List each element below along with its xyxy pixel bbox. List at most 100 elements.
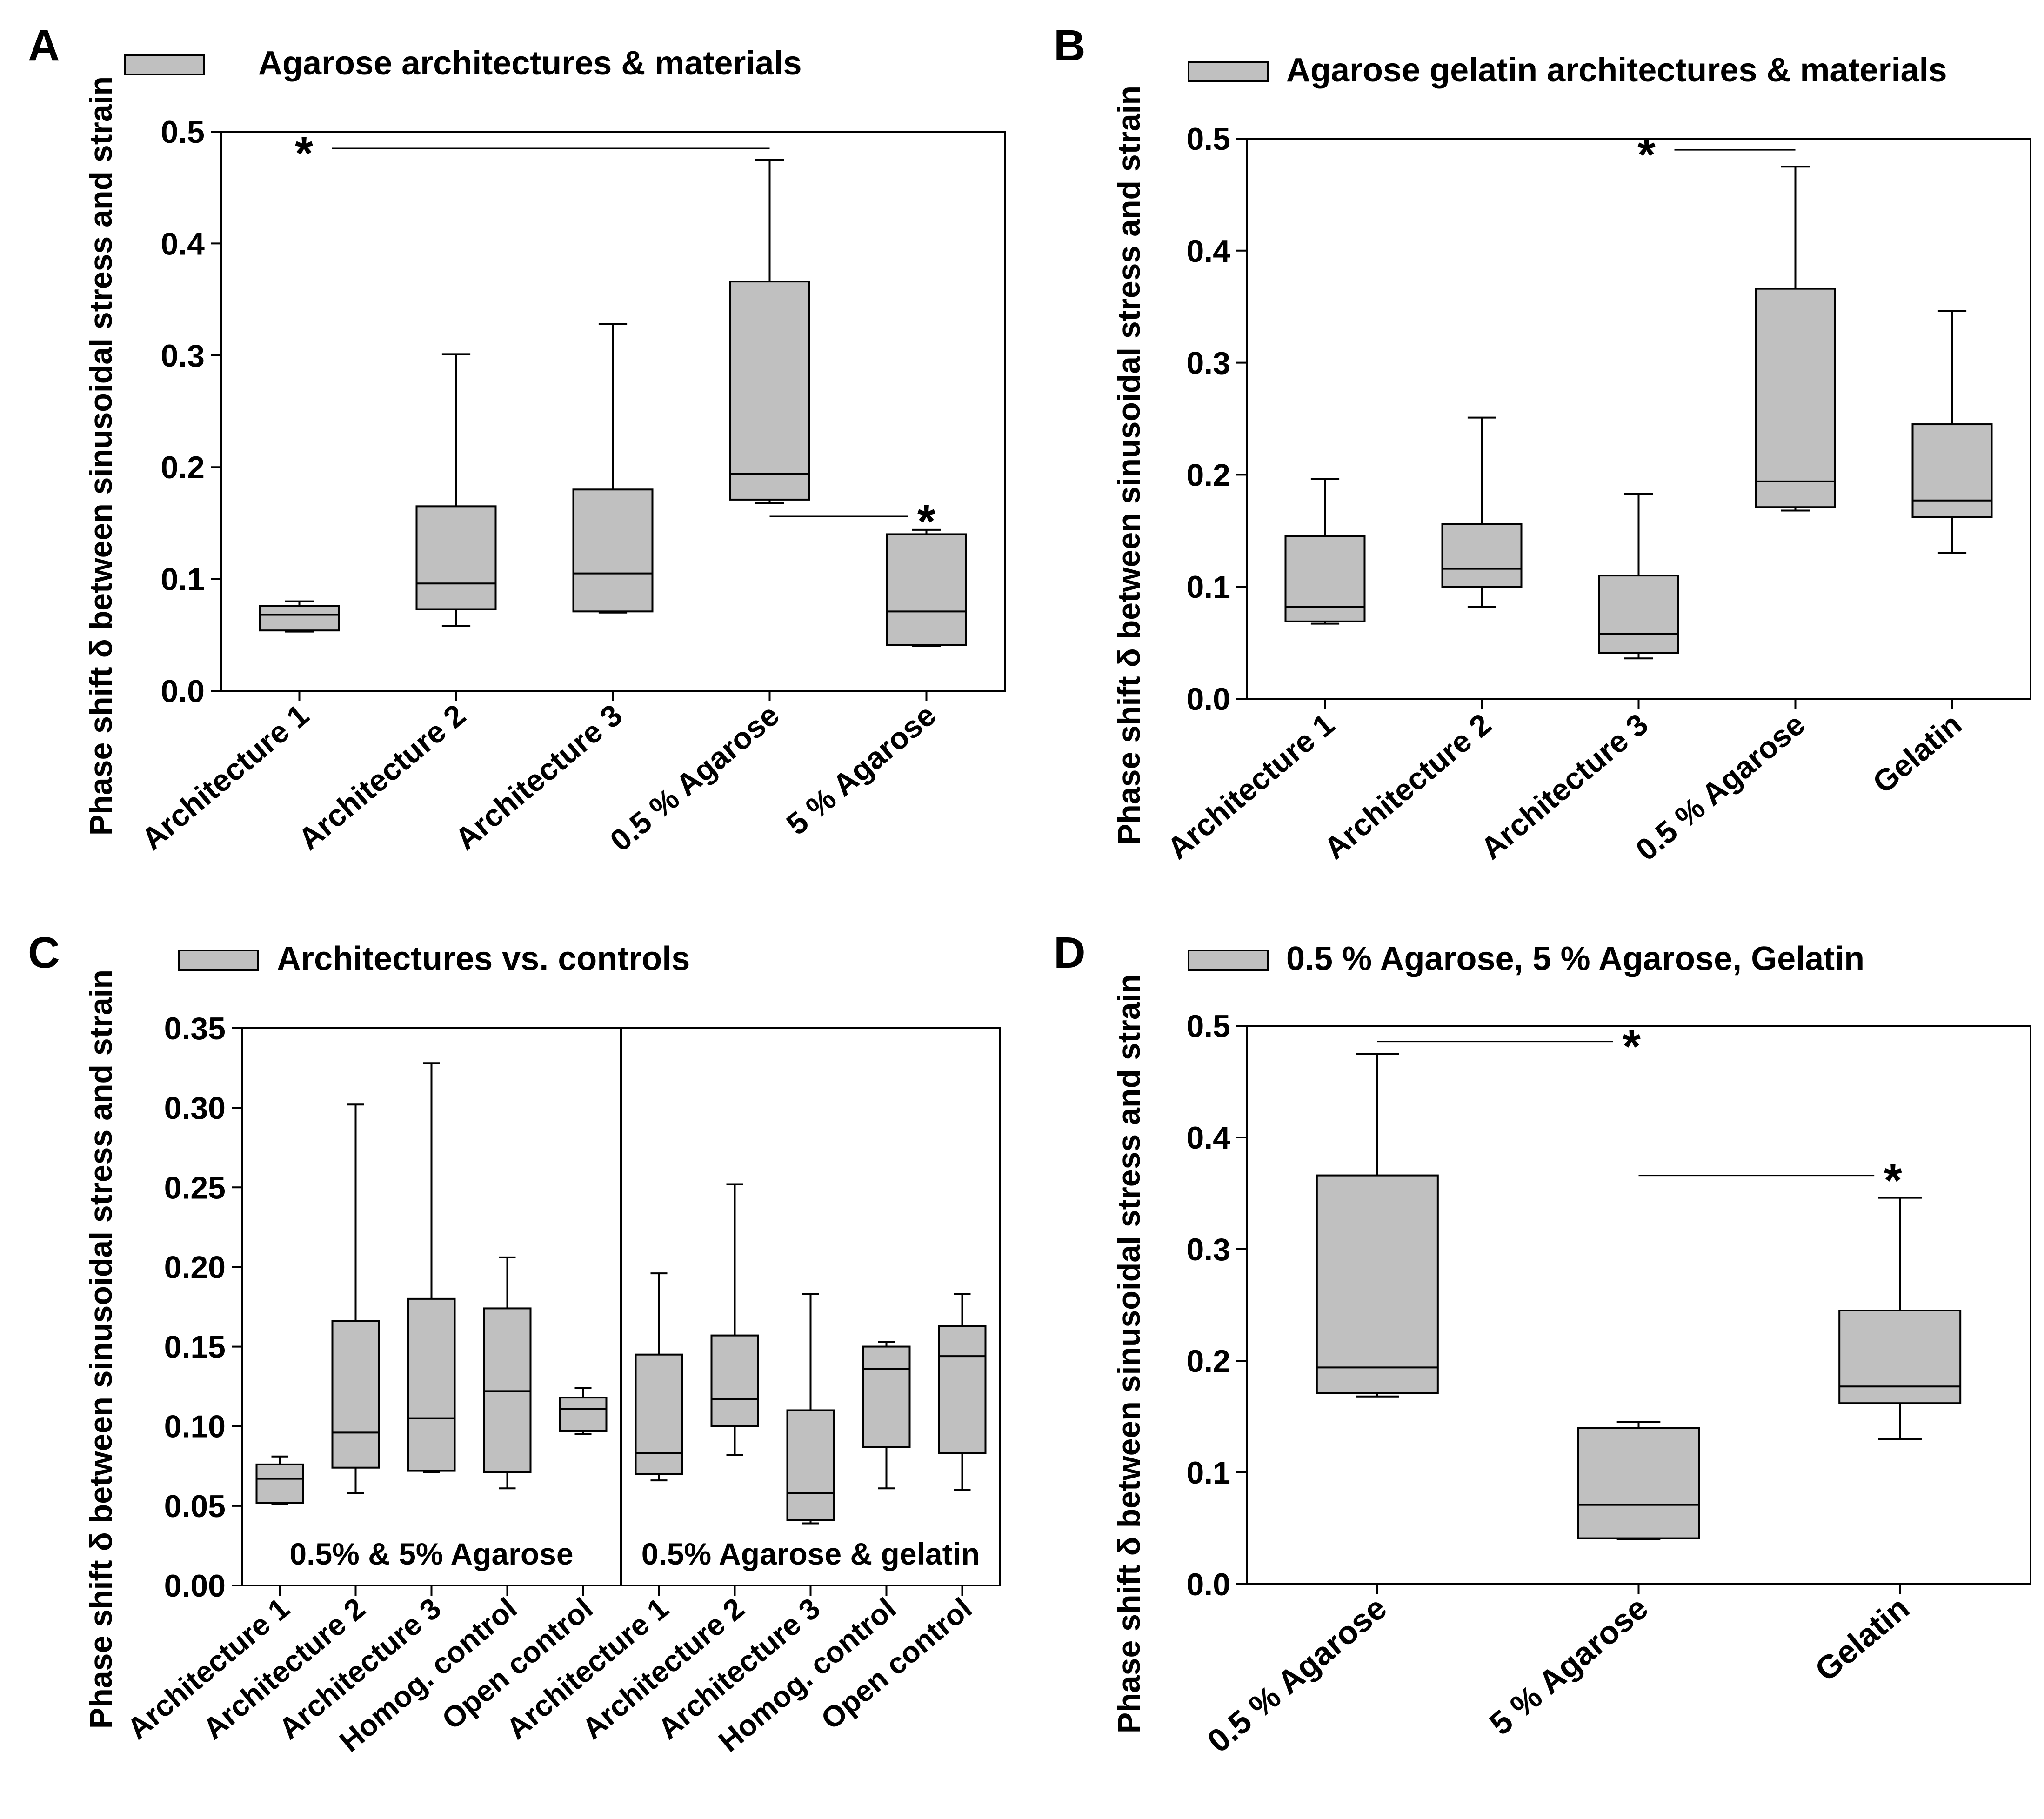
y-tick-label: 0.4 [160, 226, 205, 261]
box-iqr [1577, 1427, 1700, 1539]
y-axis-label: Phase shift δ between sinusoidal stress … [83, 970, 119, 1729]
group-label: 0.5% Agarose & gelatin [641, 1537, 980, 1571]
x-tick-label: Architecture 2 [292, 697, 472, 856]
x-tick-label: 0.5 % Agarose [603, 697, 785, 858]
significance-marker: * [1638, 1155, 1902, 1207]
box-plot [572, 323, 654, 614]
box-iqr [572, 488, 654, 613]
box-plot [938, 1293, 987, 1491]
box-iqr [1441, 523, 1523, 588]
box-iqr [710, 1334, 759, 1427]
box-plot [786, 1293, 835, 1525]
box-plot [331, 1103, 380, 1494]
significance-star: * [1623, 1021, 1641, 1073]
y-axis-label: Phase shift δ between sinusoidal stress … [83, 76, 119, 836]
x-tick-label: Gelatin [1808, 1590, 1916, 1688]
y-tick-label: 0.35 [164, 1011, 226, 1046]
y-tick-label: 0.5 [1186, 1009, 1230, 1044]
legend-swatch [124, 54, 205, 75]
box-plot [415, 353, 497, 627]
box-plot [635, 1272, 683, 1482]
x-tick-label: 0.5 % Agarose [1201, 1590, 1394, 1760]
box-plot [886, 528, 967, 647]
legend-swatch [1188, 950, 1269, 971]
box-iqr [1838, 1310, 1962, 1404]
y-tick-label: 0.00 [164, 1568, 226, 1604]
group-label: 0.5% & 5% Agarose [289, 1537, 573, 1571]
box-plot [259, 600, 340, 633]
y-tick-label: 0.5 [160, 114, 205, 150]
box-iqr [938, 1325, 987, 1454]
x-tick-label: Architecture 3 [1474, 707, 1655, 866]
legend-label: Agarose gelatin architectures & material… [1286, 52, 1947, 89]
y-tick-label: 0.4 [1186, 234, 1230, 269]
y-tick-label: 0.3 [160, 338, 205, 374]
significance-star: * [1884, 1155, 1902, 1207]
box-iqr [1755, 288, 1836, 508]
x-tick-label: Architecture 3 [448, 697, 629, 856]
box-plot [1838, 1197, 1962, 1440]
box-plot [559, 1387, 608, 1435]
y-tick-label: 0.1 [160, 562, 205, 597]
x-tick-label: Architecture 1 [1161, 707, 1341, 866]
legend-label: 0.5 % Agarose, 5 % Agarose, Gelatin [1286, 940, 1864, 977]
panel-d: D 0.5 % Agarose, 5 % Agarose, Gelatin0.00… [1054, 928, 2031, 1759]
significance-marker: * [1637, 129, 1796, 181]
box-iqr [415, 505, 497, 610]
significance-marker: * [1377, 1021, 1641, 1073]
x-tick-label: Gelatin [1866, 707, 1968, 800]
significance-star: * [295, 127, 313, 180]
panel-letter: A [28, 21, 60, 70]
y-tick-label: 0.3 [1186, 1232, 1230, 1267]
legend-label: Agarose architectures & materials [258, 45, 802, 82]
y-tick-label: 0.1 [1186, 1455, 1230, 1491]
box-plot [255, 1455, 304, 1505]
legend-label: Architectures vs. controls [277, 940, 690, 977]
legend-swatch [1188, 61, 1269, 82]
y-tick-label: 0.2 [160, 450, 205, 485]
legend-swatch [178, 950, 259, 971]
panel-b: B Agarose gelatin architectures & materia… [1054, 21, 2031, 867]
y-tick-label: 0.3 [1186, 346, 1230, 381]
box-plot [483, 1256, 532, 1490]
box-plot [1598, 493, 1679, 660]
y-tick-label: 0.4 [1186, 1120, 1230, 1156]
box-iqr [862, 1345, 911, 1448]
box-iqr [407, 1297, 456, 1472]
y-axis-label: Phase shift δ between sinusoidal stress … [1111, 86, 1147, 845]
box-plot [1911, 310, 1993, 554]
box-plot [729, 159, 810, 504]
box-iqr [1598, 575, 1679, 654]
box-iqr [259, 605, 340, 632]
y-tick-label: 0.15 [164, 1330, 226, 1365]
box-iqr [729, 281, 810, 501]
panel-a: A Agarose architectures & materials 0.0 0.1… [28, 21, 1006, 858]
box-iqr [1911, 423, 1993, 518]
y-tick-label: 0.10 [164, 1409, 226, 1444]
box-plot [1755, 166, 1836, 512]
box-plot [710, 1183, 759, 1456]
y-axis-label: Phase shift δ between sinusoidal stress … [1111, 974, 1147, 1733]
y-tick-label: 0.2 [1186, 1344, 1230, 1379]
box-plot [1316, 1053, 1439, 1398]
box-iqr [786, 1409, 835, 1521]
y-tick-label: 0.05 [164, 1489, 226, 1524]
y-tick-label: 0.0 [1186, 682, 1230, 717]
y-tick-label: 0.25 [164, 1170, 226, 1205]
significance-marker: * [769, 495, 935, 548]
panel-c: C Architectures vs. controls 0.00 0.05 0.10 0… [28, 928, 1001, 1759]
panel-letter: D [1054, 928, 1086, 977]
box-iqr [886, 533, 967, 646]
box-iqr [1316, 1174, 1439, 1394]
significance-star: * [917, 495, 935, 548]
y-tick-label: 0.0 [1186, 1567, 1230, 1602]
box-iqr [331, 1320, 380, 1469]
x-tick-label: 5 % Agarose [1483, 1590, 1655, 1742]
box-plot [1441, 416, 1523, 608]
y-tick-label: 0.5 [1186, 121, 1230, 157]
box-iqr [255, 1463, 304, 1504]
x-tick-label: 5 % Agarose [780, 697, 942, 842]
box-plot [1577, 1421, 1700, 1540]
y-tick-label: 0.1 [1186, 569, 1230, 605]
